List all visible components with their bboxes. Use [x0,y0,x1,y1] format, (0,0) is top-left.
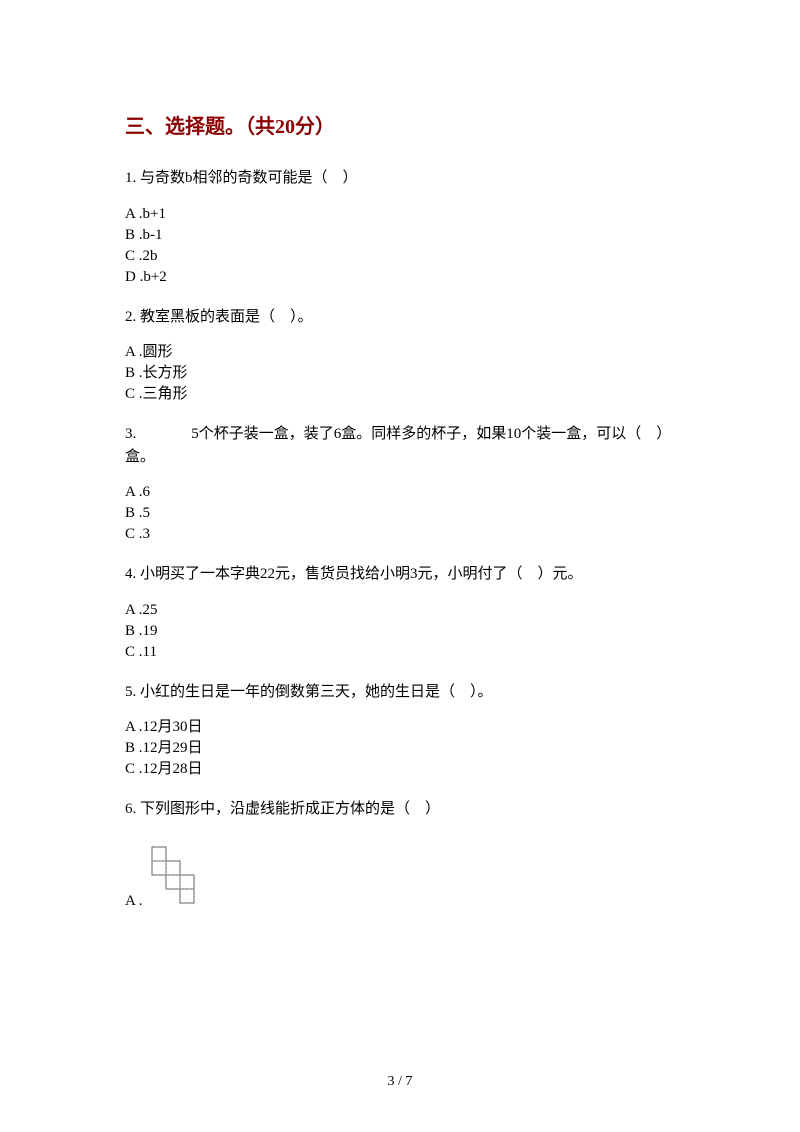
option-1b: B .b-1 [125,225,675,246]
option-1d: D .b+2 [125,267,675,288]
question-3-prefix: 3. [125,426,136,442]
section-title: 三、选择题。（共20分） [125,110,675,139]
option-5c: C .12月28日 [125,759,675,780]
option-4b: B .19 [125,621,675,642]
option-4a: A .25 [125,600,675,621]
question-4: 4. 小明买了一本字典22元，售货员找给小明3元，小明付了（ ）元。 A .25… [125,563,675,663]
question-2-text: 2. 教室黑板的表面是（ ）。 [125,306,675,329]
option-6a-label: A . [125,893,143,909]
question-4-options: A .25 B .19 C .11 [125,600,675,663]
question-2: 2. 教室黑板的表面是（ ）。 A .圆形 B .长方形 C .三角形 [125,306,675,406]
question-1-text: 1. 与奇数b相邻的奇数可能是（ ） [125,167,675,190]
page-footer: 3 / 7 [0,1074,800,1090]
question-5-options: A .12月30日 B .12月29日 C .12月28日 [125,717,675,780]
question-6: 6. 下列图形中，沿虚线能折成正方体的是（ ） A . [125,798,675,912]
question-6-options: A . [125,845,675,913]
question-2-options: A .圆形 B .长方形 C .三角形 [125,342,675,405]
question-3-options: A .6 B .5 C .3 [125,482,675,545]
cube-net-figure [150,845,210,913]
option-3a: A .6 [125,482,675,503]
option-5b: B .12月29日 [125,738,675,759]
option-2c: C .三角形 [125,384,675,405]
option-1a: A .b+1 [125,204,675,225]
option-3c: C .3 [125,524,675,545]
question-5-text: 5. 小红的生日是一年的倒数第三天，她的生日是（ ）。 [125,681,675,704]
option-4c: C .11 [125,642,675,663]
option-5a: A .12月30日 [125,717,675,738]
option-1c: C .2b [125,246,675,267]
option-2b: B .长方形 [125,363,675,384]
option-2a: A .圆形 [125,342,675,363]
question-5: 5. 小红的生日是一年的倒数第三天，她的生日是（ ）。 A .12月30日 B … [125,681,675,781]
question-3-body: 5个杯子装一盒，装了6盒。同样多的杯子，如果10个装一盒，可以（ ）盒。 [125,426,671,465]
question-1: 1. 与奇数b相邻的奇数可能是（ ） A .b+1 B .b-1 C .2b D… [125,167,675,288]
question-3-text: 3.5个杯子装一盒，装了6盒。同样多的杯子，如果10个装一盒，可以（ ）盒。 [125,423,675,468]
question-6-text: 6. 下列图形中，沿虚线能折成正方体的是（ ） [125,798,675,821]
option-6a: A . [125,893,210,909]
question-4-text: 4. 小明买了一本字典22元，售货员找给小明3元，小明付了（ ）元。 [125,563,675,586]
question-1-options: A .b+1 B .b-1 C .2b D .b+2 [125,204,675,288]
option-3b: B .5 [125,503,675,524]
question-3: 3.5个杯子装一盒，装了6盒。同样多的杯子，如果10个装一盒，可以（ ）盒。 A… [125,423,675,545]
